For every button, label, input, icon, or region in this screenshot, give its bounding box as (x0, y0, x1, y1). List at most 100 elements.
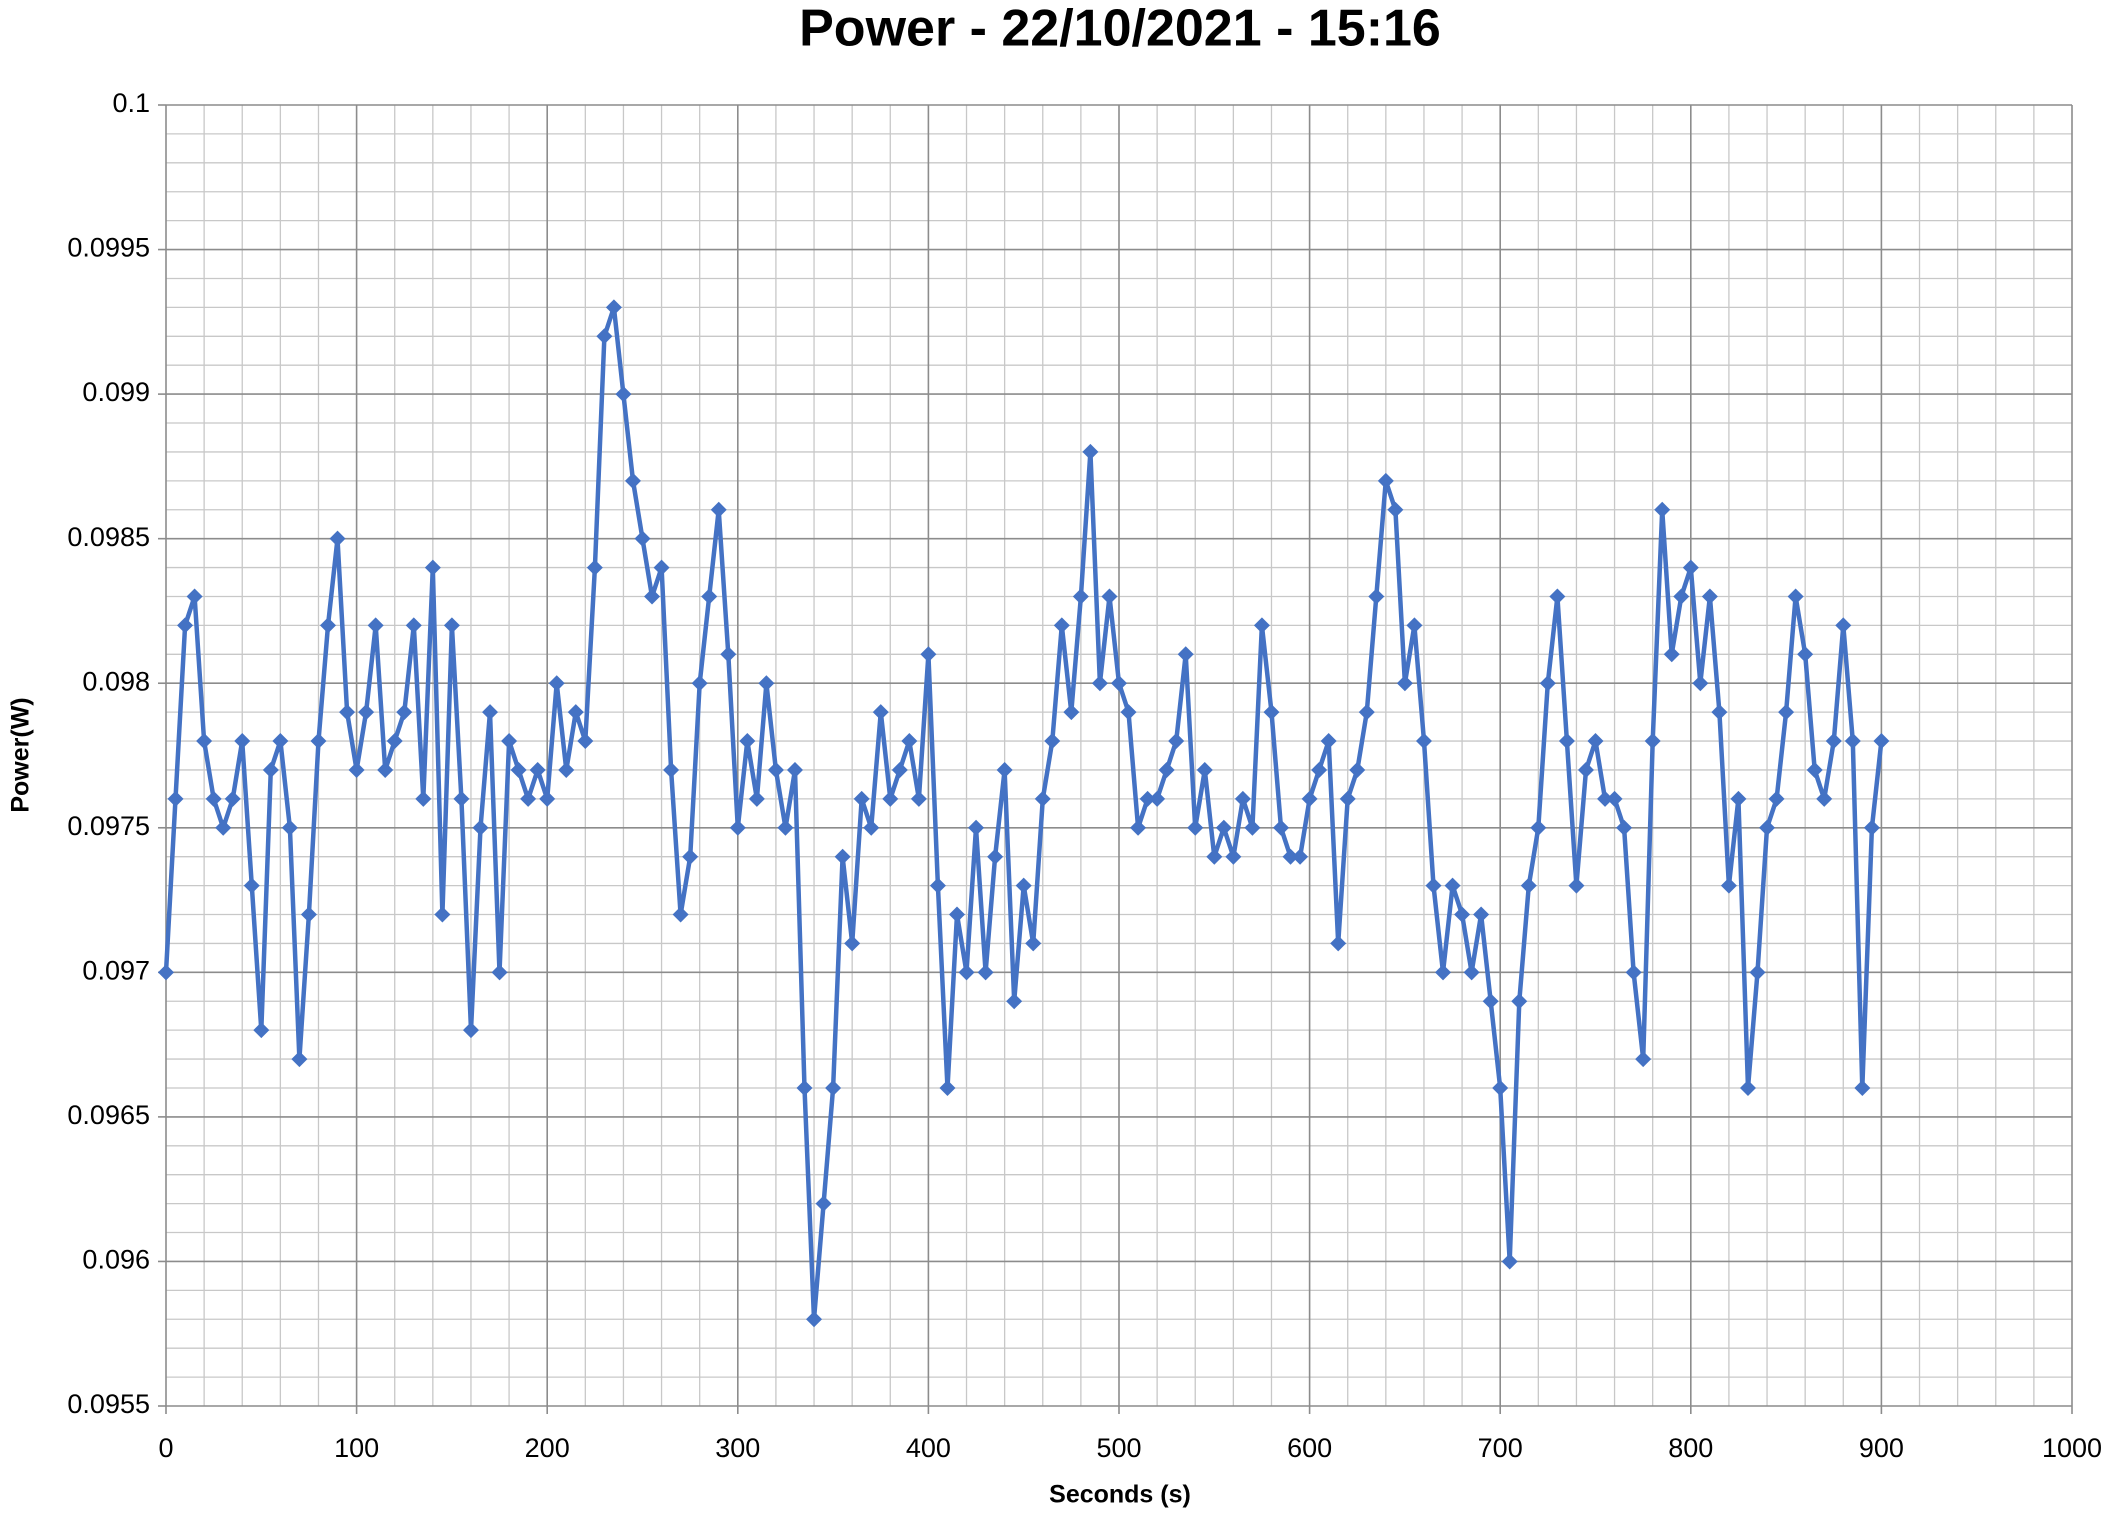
data-point (1215, 819, 1232, 836)
data-point (224, 790, 241, 807)
data-point (386, 733, 403, 750)
data-point (1844, 733, 1861, 750)
data-point (739, 733, 756, 750)
data-point (1720, 877, 1737, 894)
data-point (339, 704, 356, 721)
data-point (1816, 790, 1833, 807)
data-point (1797, 646, 1814, 663)
data-point (567, 704, 584, 721)
data-point (1339, 790, 1356, 807)
data-point (1435, 964, 1452, 981)
data-point (1597, 790, 1614, 807)
data-point (825, 1079, 842, 1096)
data-point (586, 559, 603, 576)
data-point (1682, 559, 1699, 576)
x-tick-label: 0 (158, 1433, 173, 1463)
data-point (968, 819, 985, 836)
data-point (462, 1022, 479, 1039)
data-point (653, 559, 670, 576)
data-point (1130, 819, 1147, 836)
data-point (1034, 790, 1051, 807)
data-point (1501, 1253, 1518, 1270)
data-point (796, 1079, 813, 1096)
data-point (634, 530, 651, 547)
y-tick-label: 0.099 (82, 377, 150, 407)
data-point (1072, 588, 1089, 605)
data-point (1835, 617, 1852, 634)
data-point (767, 761, 784, 778)
data-point (929, 877, 946, 894)
x-tick-label: 200 (525, 1433, 570, 1463)
data-point (253, 1022, 270, 1039)
data-point (1635, 1051, 1652, 1068)
x-tick-label: 800 (1668, 1433, 1713, 1463)
data-point (1787, 588, 1804, 605)
data-point (1625, 964, 1642, 981)
data-point (272, 733, 289, 750)
data-point (186, 588, 203, 605)
data-point (205, 790, 222, 807)
data-point (1530, 819, 1547, 836)
data-point (558, 761, 575, 778)
data-point (729, 819, 746, 836)
data-point (1158, 761, 1175, 778)
data-point (1368, 588, 1385, 605)
data-point (948, 906, 965, 923)
data-point (1616, 819, 1633, 836)
y-tick-label: 0.0985 (67, 522, 150, 552)
data-point (1739, 1079, 1756, 1096)
data-point (1387, 501, 1404, 518)
data-point (434, 906, 451, 923)
data-point (300, 906, 317, 923)
data-point (320, 617, 337, 634)
data-point (853, 790, 870, 807)
data-point (1444, 877, 1461, 894)
data-point (720, 646, 737, 663)
data-point (1825, 733, 1842, 750)
data-point (405, 617, 422, 634)
x-axis-label: Seconds (s) (1049, 1481, 1191, 1509)
data-point (1673, 588, 1690, 605)
data-point (691, 675, 708, 692)
data-point (1292, 848, 1309, 865)
data-point (1492, 1079, 1509, 1096)
data-point (1120, 704, 1137, 721)
data-point (1263, 704, 1280, 721)
y-tick-label: 0.098 (82, 666, 150, 696)
data-point (1253, 617, 1270, 634)
data-point (377, 761, 394, 778)
data-point (1301, 790, 1318, 807)
data-point (1568, 877, 1585, 894)
data-point (1587, 733, 1604, 750)
data-point (815, 1195, 832, 1212)
data-point (987, 848, 1004, 865)
data-point (958, 964, 975, 981)
data-point (1692, 675, 1709, 692)
data-point (1463, 964, 1480, 981)
data-point (281, 819, 298, 836)
data-point (1549, 588, 1566, 605)
data-point (624, 472, 641, 489)
data-point (1406, 617, 1423, 634)
x-tick-label: 900 (1859, 1433, 1904, 1463)
data-point (529, 761, 546, 778)
data-point (520, 790, 537, 807)
data-point (1015, 877, 1032, 894)
data-point (501, 733, 518, 750)
data-point (1806, 761, 1823, 778)
data-point (806, 1311, 823, 1328)
data-point (939, 1079, 956, 1096)
y-tick-label: 0.097 (82, 955, 150, 985)
data-point (1225, 848, 1242, 865)
data-point (1454, 906, 1471, 923)
data-point (1330, 935, 1347, 952)
data-point (310, 733, 327, 750)
y-axis-label: Power(W) (7, 697, 35, 812)
data-point (1187, 819, 1204, 836)
data-point (758, 675, 775, 692)
data-point (1206, 848, 1223, 865)
data-point (1644, 733, 1661, 750)
data-point (443, 617, 460, 634)
